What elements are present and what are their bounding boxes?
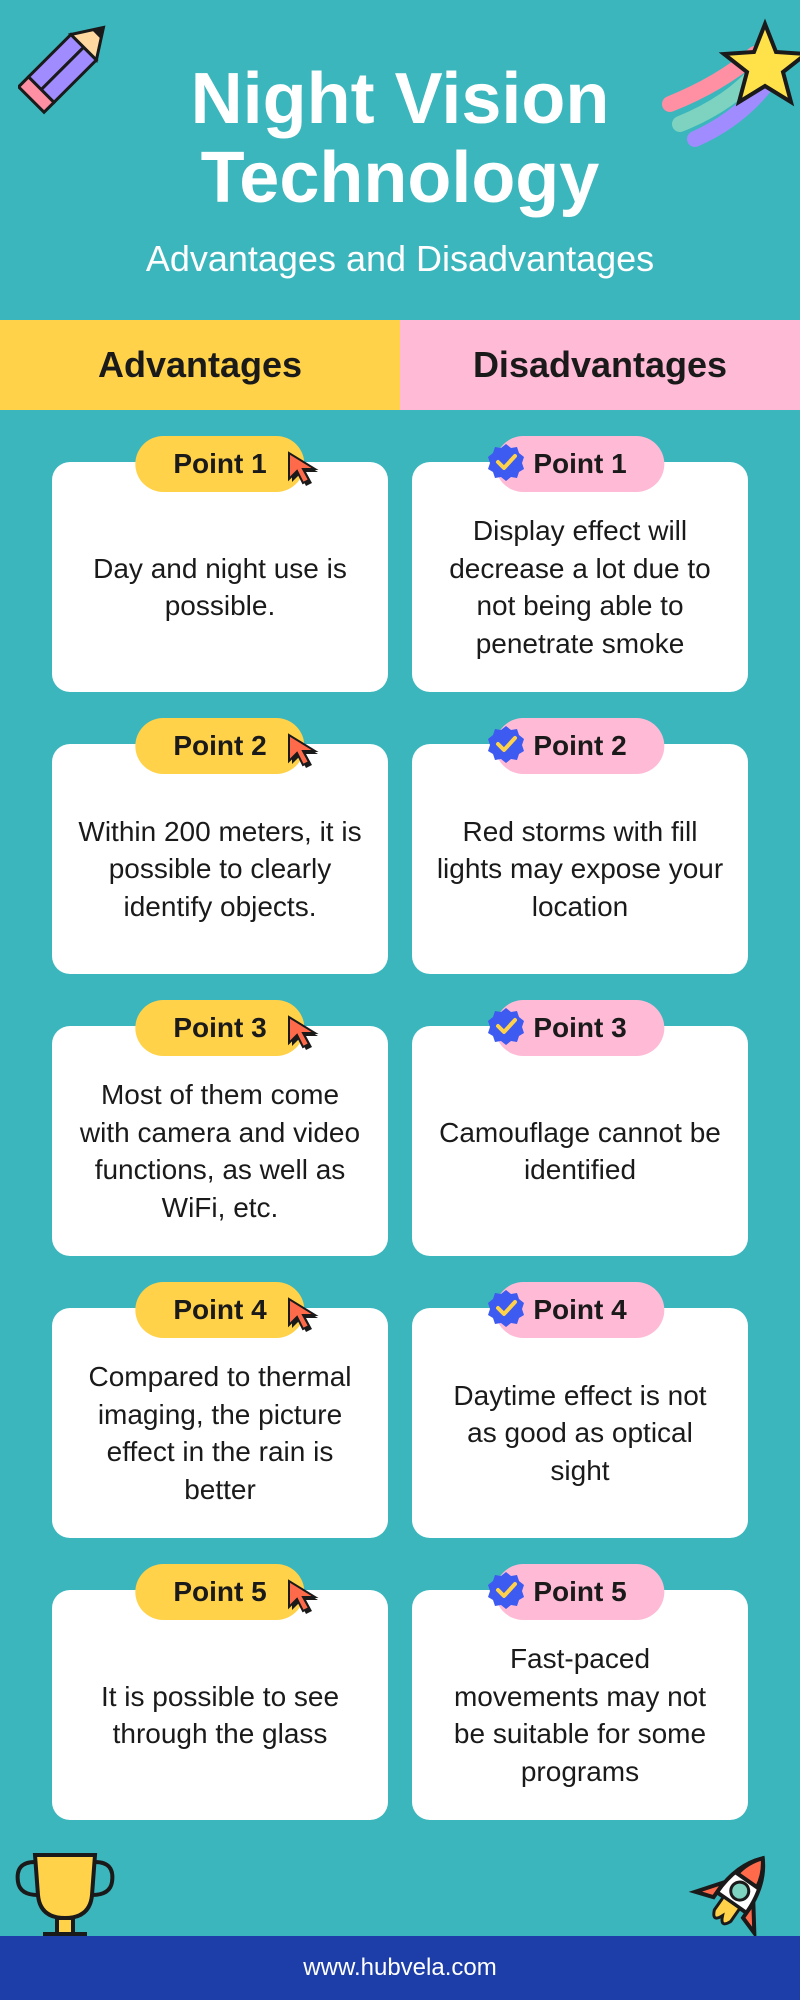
card-text: Fast-paced movements may not be suitable…: [436, 1640, 724, 1791]
advantage-card: Point 3Most of them come with camera and…: [52, 1026, 388, 1256]
disadvantage-card: Point 1Display effect will decrease a lo…: [412, 462, 748, 692]
cursor-icon: [284, 1012, 326, 1054]
card-text: Daytime effect is not as good as optical…: [436, 1377, 724, 1490]
page-subtitle: Advantages and Disadvantages: [40, 238, 760, 280]
cursor-icon: [284, 1576, 326, 1618]
disadvantages-header: Disadvantages: [400, 320, 800, 410]
point-pill: Point 1: [135, 436, 304, 492]
page-title: Night Vision Technology: [40, 60, 760, 218]
point-pill: Point 5: [135, 1564, 304, 1620]
cursor-icon: [284, 448, 326, 490]
card-text: Day and night use is possible.: [76, 550, 364, 626]
advantages-column: Point 1Day and night use is possible.Poi…: [40, 410, 400, 1820]
advantage-card: Point 2Within 200 meters, it is possible…: [52, 744, 388, 974]
check-badge-icon: [486, 724, 526, 764]
footer-url: www.hubvela.com: [303, 1954, 496, 1981]
disadvantage-card: Point 5Fast-paced movements may not be s…: [412, 1590, 748, 1820]
header: Night Vision Technology Advantages and D…: [0, 0, 800, 320]
card-text: Within 200 meters, it is possible to cle…: [76, 813, 364, 926]
disadvantage-card: Point 2Red storms with fill lights may e…: [412, 744, 748, 974]
content-grid: Point 1Day and night use is possible.Poi…: [0, 410, 800, 1820]
card-text: Most of them come with camera and video …: [76, 1076, 364, 1227]
point-pill: Point 4: [135, 1282, 304, 1338]
check-badge-icon: [486, 1570, 526, 1610]
advantages-header: Advantages: [0, 320, 400, 410]
disadvantage-card: Point 4Daytime effect is not as good as …: [412, 1308, 748, 1538]
disadvantage-card: Point 3Camouflage cannot be identified: [412, 1026, 748, 1256]
cursor-icon: [284, 730, 326, 772]
disadvantages-column: Point 1Display effect will decrease a lo…: [400, 410, 760, 1820]
check-badge-icon: [486, 1006, 526, 1046]
card-text: It is possible to see through the glass: [76, 1678, 364, 1754]
card-text: Camouflage cannot be identified: [436, 1114, 724, 1190]
point-pill: Point 2: [135, 718, 304, 774]
card-text: Compared to thermal imaging, the picture…: [76, 1358, 364, 1509]
point-pill: Point 3: [135, 1000, 304, 1056]
footer: www.hubvela.com: [0, 1936, 800, 2000]
card-text: Display effect will decrease a lot due t…: [436, 512, 724, 663]
card-text: Red storms with fill lights may expose y…: [436, 813, 724, 926]
check-badge-icon: [486, 442, 526, 482]
advantage-card: Point 5It is possible to see through the…: [52, 1590, 388, 1820]
cursor-icon: [284, 1294, 326, 1336]
advantage-card: Point 4Compared to thermal imaging, the …: [52, 1308, 388, 1538]
check-badge-icon: [486, 1288, 526, 1328]
columns-header: Advantages Disadvantages: [0, 320, 800, 410]
advantage-card: Point 1Day and night use is possible.: [52, 462, 388, 692]
